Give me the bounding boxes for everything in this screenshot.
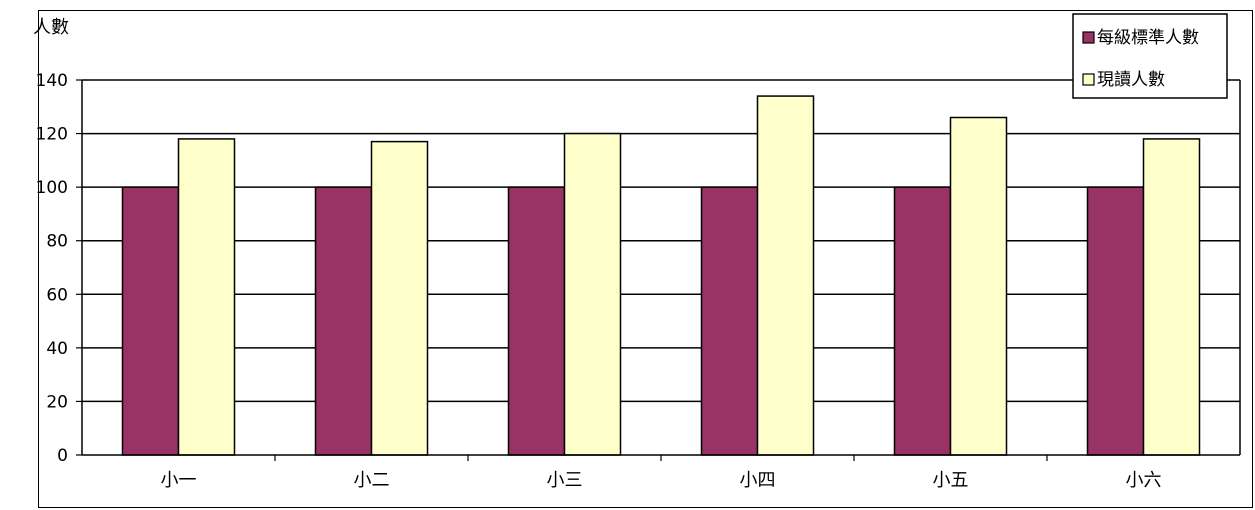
axes [76,79,1241,461]
legend: 每級標準人數 現讀人數 [1072,13,1228,99]
legend-swatch-current [1082,73,1095,86]
x-category-label: 小一 [161,470,197,491]
x-category-label: 小二 [354,470,390,491]
legend-box [1072,13,1228,99]
y-tick-label: 40 [46,339,68,359]
gridlines [82,79,1240,403]
x-category-label: 小六 [1126,470,1162,491]
bar-current [1142,138,1201,456]
bar-current [756,95,815,456]
chart-frame [38,10,1253,508]
bar-standard [507,186,566,456]
bar-standard [1086,186,1145,456]
bar-current [370,140,429,456]
y-tick-label: 120 [36,125,68,145]
y-tick-label: 0 [57,446,68,466]
y-tick-label: 80 [46,232,68,252]
legend-swatch-standard [1082,31,1095,44]
legend-label-current: 現讀人數 [1097,70,1165,90]
bar-current [177,138,236,456]
x-category-labels: 小一 小二 小三 小四 小五 小六 [161,470,1162,491]
y-tick-label: 20 [46,392,68,412]
bar-standard [121,186,180,456]
y-tick-label: 140 [36,71,68,91]
bar-standard [893,186,952,456]
bar-standard [314,186,373,456]
bars [121,95,1201,456]
y-tick-label: 60 [46,285,68,305]
x-category-label: 小四 [740,470,776,491]
y-axis-label: 人數 [33,17,69,38]
bar-current [563,132,622,456]
legend-label-standard: 每級標準人數 [1097,28,1199,48]
bar-current [949,116,1008,456]
bar-standard [700,186,759,456]
y-tick-label: 100 [36,178,68,198]
y-tick-labels: 0 20 40 60 80 100 120 140 [36,71,68,466]
x-category-label: 小五 [933,470,969,491]
x-category-label: 小三 [547,470,583,491]
